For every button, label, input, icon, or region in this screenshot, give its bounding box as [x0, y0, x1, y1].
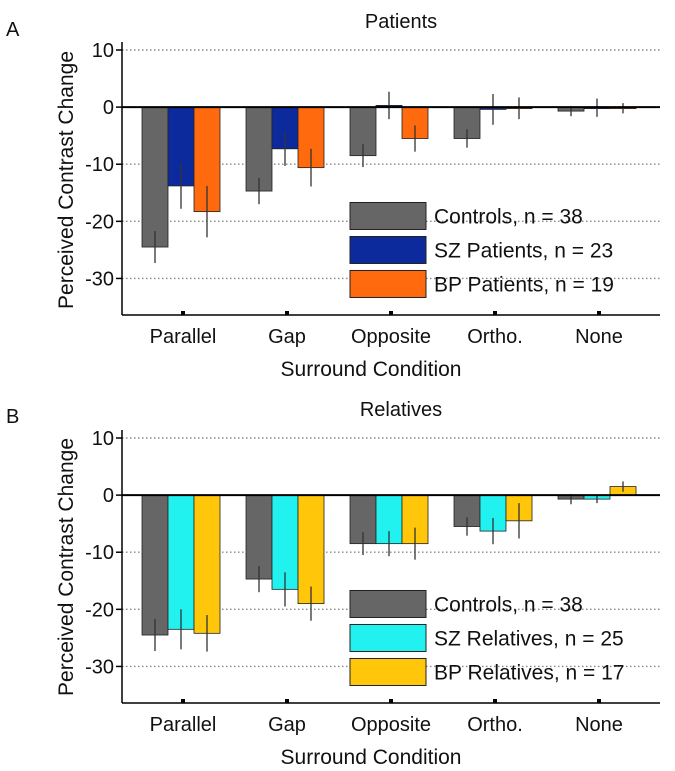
legend-label-1: Controls, n = 38	[434, 205, 583, 228]
x-tick-label: Opposite	[351, 714, 431, 736]
x-tick	[493, 311, 497, 315]
bar-2	[479, 494, 507, 532]
legend-swatch-3	[349, 269, 427, 298]
bar-1	[141, 494, 169, 636]
chart-title: Relatives	[360, 399, 442, 421]
x-tick-label: Ortho.	[467, 714, 523, 736]
legend-label-2: SZ Relatives, n = 25	[434, 627, 624, 650]
x-tick	[181, 699, 185, 703]
x-tick-label: None	[575, 326, 623, 348]
chart-title: Patients	[365, 11, 437, 33]
y-tick-label: -30	[85, 268, 114, 290]
y-tick-label: -20	[85, 211, 114, 233]
y-tick-label: 10	[92, 40, 114, 62]
legend-swatch-2	[349, 235, 427, 264]
y-axis-title: Perceived Contrast Change	[55, 438, 78, 696]
x-tick	[389, 311, 393, 315]
legend-label-3: BP Relatives, n = 17	[434, 661, 624, 684]
y-tick-label: -10	[85, 154, 114, 176]
x-tick-label: Parallel	[150, 326, 217, 348]
x-tick-label: None	[575, 714, 623, 736]
y-tick-label: 10	[92, 428, 114, 450]
bar-3	[193, 494, 221, 634]
legend-label-3: BP Patients, n = 19	[434, 273, 614, 296]
x-tick-label: Gap	[268, 714, 306, 736]
chart-panel-a: A Patients 10 0 -10 -20 -30 Parallel Gap Opposite…	[6, 11, 660, 381]
y-axis-title: Perceived Contrast Change	[55, 51, 78, 309]
x-tick-label: Ortho.	[467, 326, 523, 348]
x-tick-label: Gap	[268, 326, 306, 348]
bar-2	[167, 494, 195, 630]
chart-panel-b: B Relatives 10 0 -10 -20 -30 Parallel Gap Opposit…	[6, 399, 660, 769]
x-axis-title: Surround Condition	[281, 746, 462, 769]
bar-1	[141, 106, 169, 248]
x-tick	[285, 699, 289, 703]
x-tick-label: Parallel	[150, 714, 217, 736]
legend-swatch-1	[349, 589, 427, 618]
bar-3	[297, 494, 325, 605]
y-tick-label: -20	[85, 599, 114, 621]
x-tick	[597, 311, 601, 315]
legend-label-2: SZ Patients, n = 23	[434, 239, 613, 262]
y-tick-label: -10	[85, 542, 114, 564]
x-tick-label: Opposite	[351, 326, 431, 348]
y-tick-label: 0	[103, 485, 114, 507]
x-tick	[389, 699, 393, 703]
bar-1	[245, 494, 273, 580]
x-tick	[597, 699, 601, 703]
y-tick-label: 0	[103, 97, 114, 119]
x-tick	[285, 311, 289, 315]
panel-label: A	[6, 19, 20, 41]
legend-swatch-2	[349, 623, 427, 652]
x-tick	[181, 311, 185, 315]
x-axis-title: Surround Condition	[281, 358, 462, 381]
legend-swatch-1	[349, 201, 427, 230]
y-tick-label: -30	[85, 656, 114, 678]
x-tick	[493, 699, 497, 703]
legend-label-1: Controls, n = 38	[434, 593, 583, 616]
legend-swatch-3	[349, 657, 427, 686]
panel-label: B	[6, 406, 19, 428]
